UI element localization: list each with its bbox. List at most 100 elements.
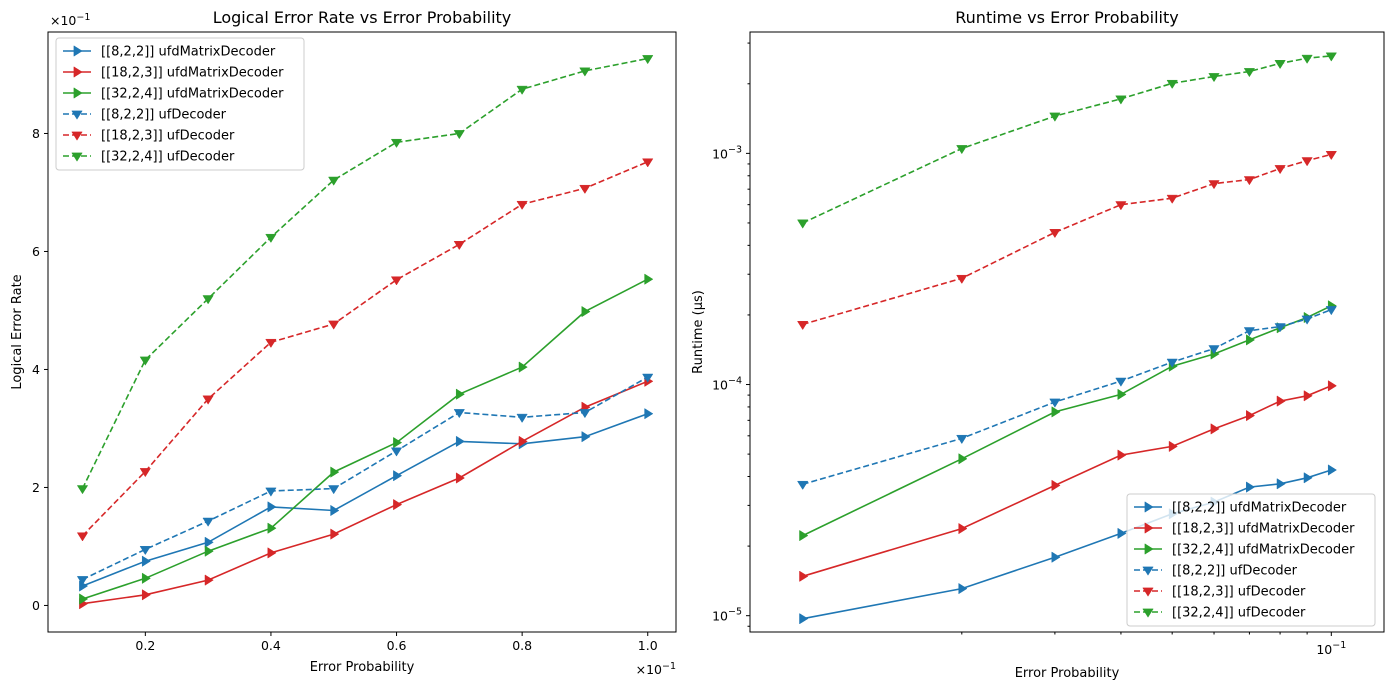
legend-entry: [[18,2,3]] ufdMatrixDecoder — [1134, 522, 1355, 537]
legend-marker — [73, 66, 83, 78]
data-point — [1325, 306, 1337, 316]
data-point — [1051, 406, 1061, 418]
legend-entry: [[32,2,4]] ufdMatrixDecoder — [1134, 543, 1355, 558]
legend-label: [[18,2,3]] ufDecoder — [101, 129, 235, 144]
runtime-chart: Runtime vs Error Probability 10−1 10−5 10… — [691, 8, 1385, 681]
data-point — [1208, 345, 1220, 355]
data-point — [79, 593, 89, 605]
legend-entry: [[32,2,4]] ufdMatrixDecoder — [63, 87, 284, 102]
data-point — [1049, 112, 1061, 122]
chart-title: Logical Error Rate vs Error Probability — [213, 8, 512, 27]
legend-marker — [71, 131, 83, 141]
legend-marker — [1144, 522, 1154, 534]
legend-label: [[8,2,2]] ufDecoder — [101, 108, 227, 123]
legend-entry: [[8,2,2]] ufdMatrixDecoder — [63, 45, 276, 60]
legend-entry: [[18,2,3]] ufDecoder — [1134, 585, 1306, 600]
y-axis-label: Logical Error Rate — [10, 274, 25, 389]
data-point — [76, 532, 89, 542]
legend: [[8,2,2]] ufdMatrixDecoder [[18,2,3]] ufd… — [1126, 493, 1376, 627]
data-point — [455, 435, 465, 448]
data-point — [1246, 409, 1256, 422]
data-point — [518, 361, 528, 373]
legend-label: [[8,2,2]] ufdMatrixDecoder — [1172, 501, 1347, 516]
data-point — [642, 373, 654, 383]
data-point — [579, 409, 591, 419]
legend-label: [[18,2,3]] ufdMatrixDecoder — [1172, 522, 1355, 537]
x-tick-label: 0.8 — [512, 638, 532, 653]
y-tick-label: 10−3 — [712, 144, 742, 161]
data-point — [265, 338, 277, 348]
data-point — [330, 466, 340, 478]
data-point — [139, 356, 151, 366]
series — [79, 408, 654, 592]
data-point — [1327, 380, 1337, 392]
legend-marker — [1142, 587, 1154, 597]
data-point — [267, 501, 277, 513]
data-point — [455, 388, 465, 400]
y-tick-label: 8 — [32, 126, 40, 141]
data-point — [956, 274, 968, 284]
data-point — [1303, 472, 1313, 484]
data-point — [1051, 479, 1061, 492]
x-tick-label: 0.4 — [261, 638, 281, 653]
data-point — [141, 572, 151, 584]
data-point — [1276, 395, 1286, 407]
legend-label: [[18,2,3]] ufdMatrixDecoder — [101, 66, 284, 81]
data-point — [202, 395, 214, 405]
data-point — [958, 453, 968, 465]
legend-box — [1126, 493, 1376, 627]
data-point — [799, 613, 809, 625]
data-point — [141, 589, 151, 601]
y-tick-label: 10−4 — [712, 376, 742, 393]
data-point — [204, 536, 214, 548]
data-point — [1327, 464, 1337, 476]
legend-entry: [[32,2,4]] ufDecoder — [63, 150, 235, 165]
data-point — [1243, 68, 1256, 78]
series — [799, 380, 1337, 582]
data-point — [1276, 478, 1286, 490]
y-tick-label: 4 — [32, 362, 40, 377]
data-point — [1049, 398, 1061, 408]
series — [797, 306, 1337, 490]
series — [76, 158, 654, 542]
data-point — [1274, 323, 1286, 333]
data-point — [1166, 194, 1178, 204]
data-point — [1301, 54, 1313, 64]
legend-box — [55, 37, 305, 171]
data-point — [1243, 327, 1256, 337]
data-point — [390, 447, 403, 457]
data-point — [265, 487, 277, 497]
data-point — [267, 547, 277, 559]
data-point — [1117, 527, 1127, 540]
data-point — [1051, 551, 1061, 563]
data-point — [644, 408, 654, 420]
x-axis-label: Error Probability — [310, 660, 415, 675]
data-point — [265, 233, 277, 243]
x-tick-label: 0.2 — [135, 638, 155, 653]
series — [79, 273, 654, 605]
legend-marker — [71, 110, 83, 120]
data-point — [328, 320, 340, 330]
data-point — [328, 485, 340, 495]
chart-title: Runtime vs Error Probability — [955, 8, 1178, 27]
y-axis-label: Runtime (μs) — [691, 290, 706, 374]
data-point — [516, 85, 528, 95]
data-point — [390, 138, 403, 148]
data-point — [267, 522, 277, 534]
data-point — [1325, 52, 1337, 62]
data-point — [958, 522, 968, 535]
data-point — [330, 504, 340, 517]
data-point — [1049, 229, 1061, 239]
x-axis-multiplier: ×10−1 — [636, 661, 676, 677]
data-point — [516, 413, 528, 423]
data-point — [330, 528, 340, 540]
data-point — [453, 130, 465, 140]
data-point — [1115, 95, 1127, 105]
series — [797, 151, 1337, 331]
series-line — [802, 153, 1332, 326]
x-tick-label: 0.6 — [387, 638, 407, 653]
data-point — [797, 321, 809, 331]
data-point — [1117, 388, 1127, 401]
legend-entry: [[8,2,2]] ufDecoder — [1134, 564, 1298, 579]
legend-label: [[18,2,3]] ufDecoder — [1172, 585, 1306, 600]
